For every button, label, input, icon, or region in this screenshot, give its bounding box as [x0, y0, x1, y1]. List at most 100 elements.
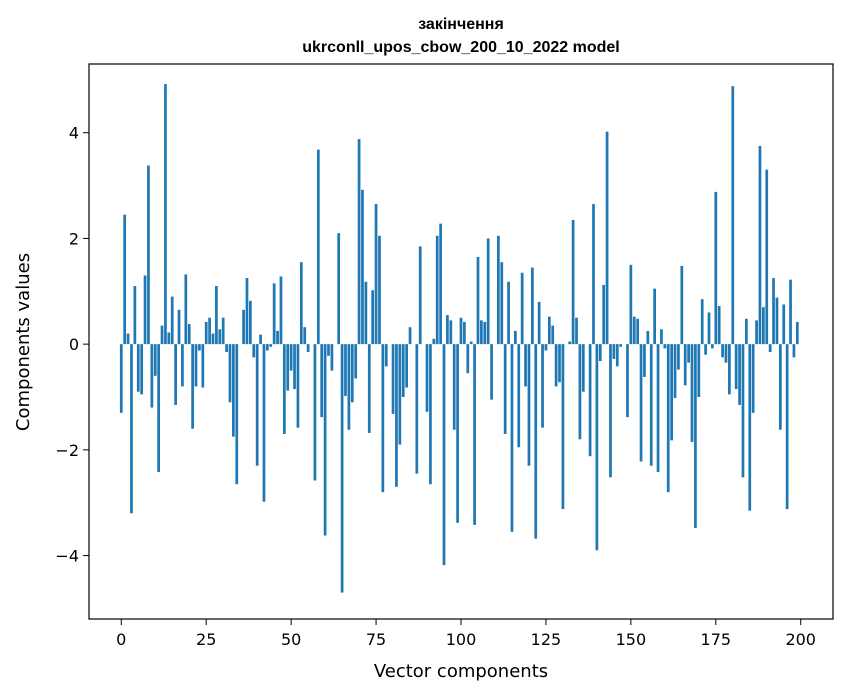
bar-78 — [384, 344, 388, 367]
bar-133 — [571, 219, 575, 345]
bar-77 — [381, 344, 385, 493]
x-tick-label-75: 75 — [366, 630, 386, 649]
bar-135 — [578, 344, 582, 440]
y-tick-label-1: −2 — [55, 441, 79, 460]
bar-25 — [204, 321, 208, 345]
bar-107 — [483, 321, 487, 345]
bar-197 — [789, 279, 792, 345]
y-tick-label-2: 0 — [69, 335, 79, 354]
bar-51 — [293, 344, 296, 390]
bar-22 — [194, 344, 198, 387]
bar-74 — [371, 290, 375, 345]
bar-16 — [174, 344, 177, 405]
bar-153 — [639, 344, 643, 462]
bar-154 — [643, 344, 646, 377]
bar-28 — [215, 286, 218, 345]
bar-175 — [714, 191, 718, 345]
bar-41 — [259, 334, 262, 345]
bar-29 — [218, 329, 222, 345]
bar-75 — [374, 204, 378, 345]
bar-38 — [249, 300, 252, 345]
y-tick-label-4: 4 — [69, 124, 79, 143]
bar-182 — [738, 344, 741, 405]
bar-173 — [707, 312, 711, 345]
bar-165 — [680, 265, 684, 345]
bar-150 — [629, 264, 633, 345]
bar-21 — [191, 344, 194, 429]
bar-72 — [364, 281, 368, 345]
bar-5 — [136, 344, 140, 392]
bar-20 — [187, 324, 191, 345]
bar-90 — [425, 344, 429, 412]
bar-98 — [452, 344, 456, 430]
bar-198 — [792, 344, 796, 358]
bar-85 — [408, 327, 412, 345]
bar-106 — [480, 320, 483, 345]
bar-82 — [398, 344, 402, 445]
bar-114 — [507, 281, 510, 345]
y-tick-label-3: 2 — [69, 229, 79, 248]
x-axis-label: Vector components — [374, 661, 548, 682]
bar-124 — [541, 344, 544, 428]
bar-167 — [687, 344, 690, 363]
bar-14 — [167, 332, 171, 345]
bar-102 — [466, 344, 470, 374]
bar-9 — [150, 344, 154, 408]
bar-118 — [520, 272, 524, 345]
bar-109 — [490, 344, 493, 400]
bar-130 — [561, 344, 565, 510]
bar-97 — [449, 320, 453, 345]
bar-188 — [758, 145, 762, 345]
bar-55 — [306, 344, 310, 353]
bar-113 — [503, 344, 507, 434]
bar-67 — [347, 344, 351, 430]
bar-157 — [653, 288, 656, 345]
bar-66 — [344, 344, 347, 396]
bar-48 — [282, 344, 286, 434]
bar-111 — [497, 235, 500, 345]
x-tick-label-175: 175 — [701, 630, 732, 649]
bar-47 — [279, 276, 283, 345]
x-tick-label-100: 100 — [446, 630, 477, 649]
bar-26 — [208, 317, 211, 345]
bar-65 — [340, 344, 344, 593]
bar-116 — [514, 330, 517, 345]
bar-139 — [592, 204, 595, 345]
bar-147 — [619, 344, 623, 347]
bar-17 — [177, 309, 181, 345]
bar-39 — [252, 344, 256, 358]
bar-184 — [745, 318, 748, 345]
bar-125 — [544, 344, 548, 351]
bar-186 — [751, 344, 755, 413]
bar-178 — [724, 344, 728, 363]
x-tick-label-150: 150 — [616, 630, 647, 649]
bar-162 — [670, 344, 673, 441]
bar-92 — [432, 338, 436, 345]
bar-4 — [133, 286, 137, 345]
bar-166 — [683, 344, 687, 386]
bar-58 — [316, 149, 320, 345]
bar-164 — [677, 344, 680, 370]
bar-160 — [663, 344, 667, 349]
bar-112 — [500, 262, 504, 345]
bar-177 — [721, 344, 724, 358]
bar-179 — [728, 344, 731, 395]
bar-33 — [232, 344, 235, 437]
plot-area-frame — [88, 63, 834, 620]
bar-152 — [636, 318, 640, 345]
bar-23 — [198, 344, 201, 351]
bar-190 — [765, 169, 769, 345]
bar-1 — [123, 214, 127, 345]
bar-105 — [476, 256, 480, 345]
bar-36 — [242, 309, 245, 345]
bar-62 — [330, 344, 334, 371]
bar-195 — [782, 304, 786, 345]
bar-99 — [456, 344, 459, 523]
bar-44 — [269, 344, 273, 347]
bar-144 — [609, 344, 612, 478]
bar-101 — [463, 321, 466, 345]
bar-108 — [486, 238, 490, 345]
bar-13 — [164, 84, 167, 345]
bar-46 — [276, 330, 279, 345]
